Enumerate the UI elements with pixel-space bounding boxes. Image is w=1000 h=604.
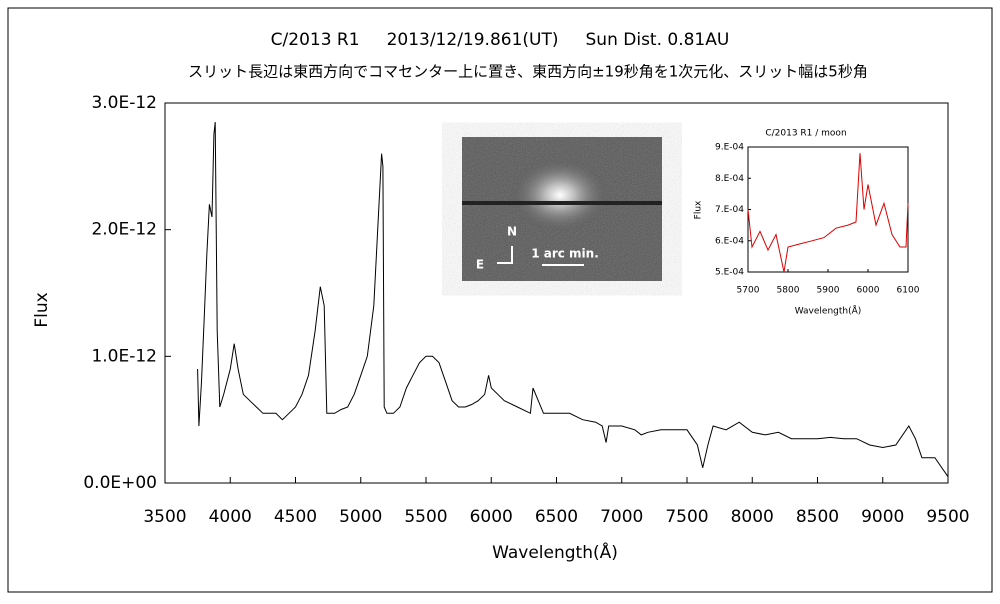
x-axis-label: Wavelength(Å) [492, 541, 618, 563]
chart-title: C/2013 R1 2013/12/19.861(UT) Sun Dist. 0… [271, 30, 730, 50]
scale-label: 1 arc min. [531, 247, 599, 261]
east-label: E [476, 258, 484, 272]
spectrum-line [197, 121, 949, 477]
spectrum-line [747, 153, 909, 273]
inset-x-label: Wavelength(Å) [795, 305, 862, 317]
y-tick-label: 8.E-04 [715, 174, 744, 184]
x-tick-label: 5800 [777, 286, 800, 296]
y-tick-label: 7.E-04 [715, 205, 744, 215]
y-tick-label: 1.0E-12 [91, 346, 157, 366]
inset-title: C/2013 R1 / moon [765, 129, 846, 139]
y-tick-label: 6.E-04 [715, 236, 744, 246]
x-tick-label: 9000 [861, 507, 904, 527]
y-tick-label: 0.0E+00 [83, 473, 157, 493]
x-tick-label: 7500 [665, 507, 708, 527]
x-tick-label: 5500 [404, 507, 447, 527]
x-tick-label: 5000 [339, 507, 382, 527]
x-tick-label: 4000 [209, 507, 252, 527]
x-tick-label: 4500 [274, 507, 317, 527]
x-tick-label: 3500 [143, 507, 186, 527]
x-tick-label: 8000 [731, 507, 774, 527]
x-tick-label: 6100 [897, 286, 920, 296]
x-tick-label: 6500 [535, 507, 578, 527]
x-tick-label: 6000 [857, 286, 880, 296]
x-tick-label: 5900 [817, 286, 840, 296]
x-tick-label: 6000 [470, 507, 513, 527]
y-tick-label: 5.E-04 [715, 268, 744, 278]
north-label: N [507, 225, 517, 239]
x-tick-label: 7000 [600, 507, 643, 527]
y-tick-label: 3.0E-12 [91, 93, 157, 113]
inset-y-label: Flux [694, 200, 704, 219]
inset-image: N E 1 arc min. [462, 137, 662, 281]
x-tick-label: 9500 [926, 507, 969, 527]
x-tick-label: 8500 [796, 507, 839, 527]
frame [7, 7, 993, 593]
y-axis-label: Flux [32, 292, 52, 327]
x-tick-label: 5700 [737, 286, 760, 296]
y-tick-label: 9.E-04 [715, 143, 744, 153]
subtitle: スリット長辺は東西方向でコマセンター上に置き、東西方向±19秒角を1次元化、スリ… [188, 63, 868, 81]
y-tick-label: 2.0E-12 [91, 220, 157, 240]
